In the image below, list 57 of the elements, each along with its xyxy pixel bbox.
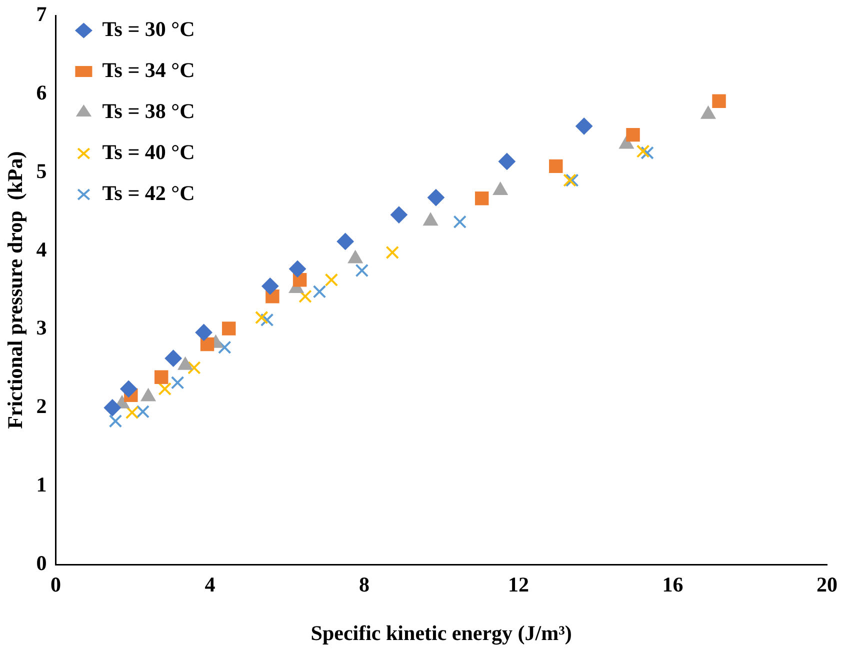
point [120, 380, 138, 398]
point [324, 273, 338, 287]
point [549, 159, 563, 174]
point [640, 146, 654, 160]
point [427, 189, 444, 206]
legend-label: Ts = 34 °C [102, 58, 195, 82]
point [636, 144, 650, 158]
point [158, 382, 172, 396]
point [200, 337, 214, 352]
point [355, 264, 369, 278]
legend-label: Ts = 38 °C [102, 98, 195, 123]
y-tick-label: 6 [36, 80, 47, 104]
point [390, 206, 408, 224]
point [563, 174, 576, 187]
point [576, 118, 593, 135]
point [254, 310, 268, 324]
x-tick-label: 4 [204, 572, 216, 597]
point [453, 215, 467, 229]
point [626, 128, 640, 142]
x-tick-label: 20 [816, 572, 838, 597]
point [262, 278, 279, 295]
y-tick-label: 4 [36, 237, 48, 262]
y-axis-title: Frictional pressure drop (kPa) [3, 151, 28, 429]
point [498, 152, 516, 170]
y-tick-label: 1 [36, 472, 47, 497]
x-tick-label: 16 [662, 572, 684, 597]
point [187, 361, 201, 374]
x-tick-label: 8 [358, 572, 370, 597]
point [222, 322, 236, 336]
point [312, 285, 326, 298]
legend-label: Ts = 30 °C [102, 16, 195, 41]
point [336, 232, 354, 250]
point [565, 174, 579, 187]
point [298, 290, 312, 304]
point [289, 260, 306, 278]
point [195, 324, 212, 341]
legend-label: Ts = 40 °C [102, 140, 195, 164]
y-tick-label: 2 [36, 394, 47, 418]
legend-label: Ts = 42 °C [102, 180, 195, 205]
point [218, 340, 232, 354]
point [136, 405, 150, 418]
point [125, 406, 139, 420]
x-axis-title: Specific kinetic energy (J/m³) [310, 620, 572, 645]
y-tick-label: 5 [36, 158, 47, 183]
point [164, 350, 182, 367]
point [260, 313, 274, 327]
y-tick-label: 7 [36, 2, 47, 26]
point [108, 414, 122, 428]
point [386, 246, 400, 260]
x-tick-label: 12 [508, 572, 529, 597]
y-tick-label: 3 [36, 316, 47, 340]
point [104, 399, 121, 416]
y-tick-label: 0 [36, 551, 47, 576]
point [170, 376, 184, 390]
point [712, 94, 726, 108]
point [154, 370, 168, 384]
point [474, 191, 489, 206]
